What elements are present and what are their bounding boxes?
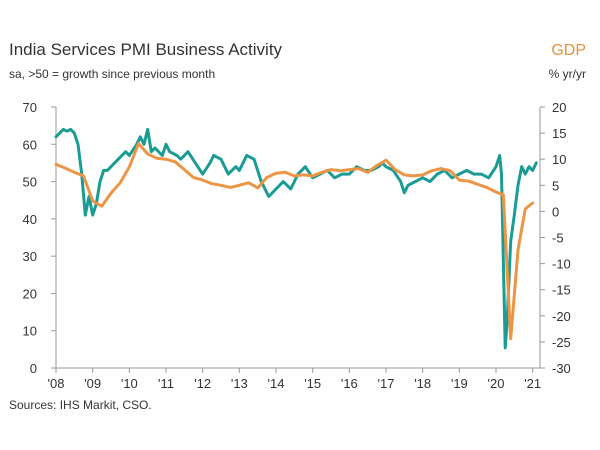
- pmi-series-line: [54, 127, 538, 350]
- x-tick-label: '12: [194, 376, 211, 391]
- x-tick-label: '11: [158, 376, 174, 391]
- right-tick-label: 5: [552, 178, 559, 193]
- chart-subtitle: sa, >50 = growth since previous month: [9, 67, 216, 81]
- x-tick-label: '14: [268, 376, 285, 391]
- right-tick-label: 10: [552, 152, 566, 167]
- x-tick-label: '20: [488, 376, 505, 391]
- x-tick-label: '09: [84, 376, 101, 391]
- x-tick-label: '19: [451, 376, 468, 391]
- x-tick-label: '21: [524, 376, 541, 391]
- right-tick-label: -30: [552, 361, 571, 376]
- x-tick-label: '08: [48, 376, 65, 391]
- right-tick-label: -5: [552, 231, 564, 246]
- left-tick-label: 50: [23, 175, 37, 190]
- left-tick-label: 10: [23, 324, 37, 339]
- chart-title: India Services PMI Business Activity: [9, 40, 283, 59]
- right-tick-label: 20: [552, 100, 566, 115]
- right-tick-label: -25: [552, 335, 571, 350]
- x-tick-label: '15: [304, 376, 321, 391]
- right-tick-label: -15: [552, 283, 571, 298]
- left-tick-label: 60: [23, 137, 37, 152]
- source-note: Sources: IHS Markit, CSO.: [9, 398, 152, 412]
- x-tick-label: '17: [378, 376, 395, 391]
- gdp-axis-label: GDP: [551, 42, 586, 59]
- gdp-series-line: [54, 142, 535, 341]
- left-tick-label: 20: [23, 286, 37, 301]
- right-tick-label: -10: [552, 257, 571, 272]
- gdp-axis-unit: % yr/yr: [548, 67, 586, 81]
- x-tick-label: '18: [414, 376, 431, 391]
- x-tick-label: '13: [231, 376, 248, 391]
- x-tick-label: '16: [341, 376, 358, 391]
- left-tick-label: 40: [23, 212, 37, 227]
- x-tick-label: '10: [121, 376, 138, 391]
- left-tick-label: 0: [30, 361, 37, 376]
- left-tick-label: 70: [23, 100, 37, 115]
- left-tick-label: 30: [23, 249, 37, 264]
- right-tick-label: 0: [552, 204, 559, 219]
- right-tick-label: 15: [552, 126, 566, 141]
- right-tick-label: -20: [552, 309, 571, 324]
